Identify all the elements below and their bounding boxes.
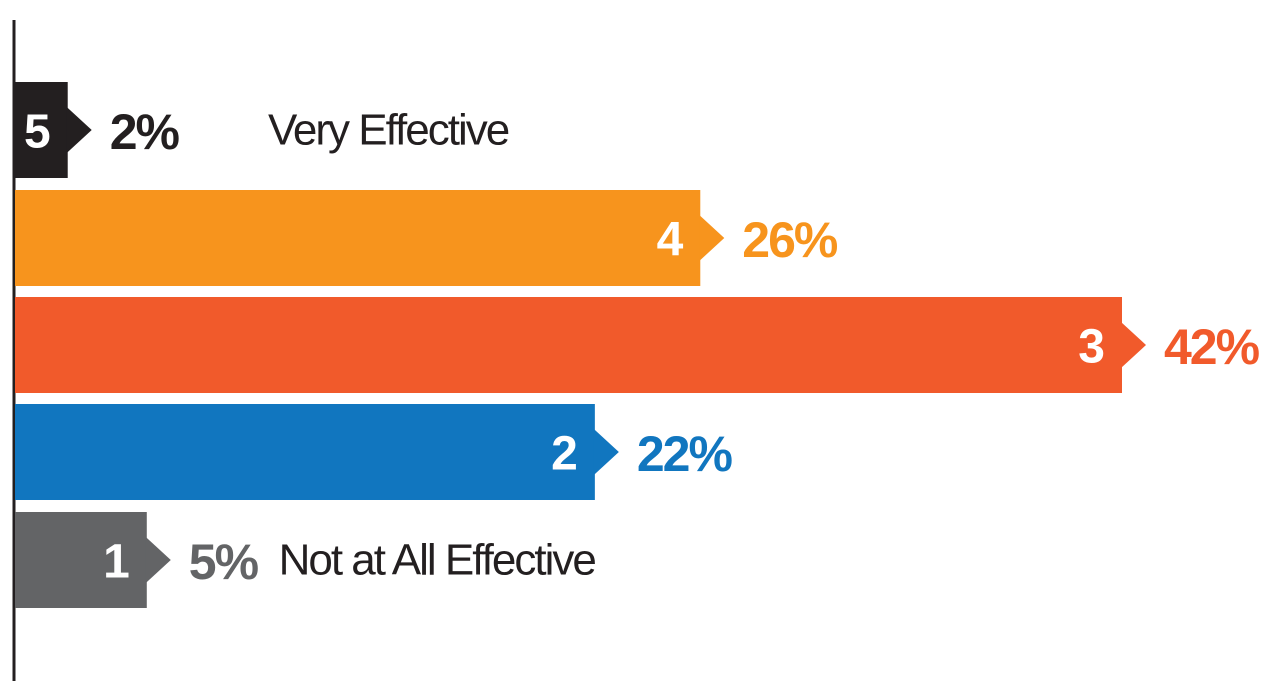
value-label: 26%	[742, 212, 838, 268]
bar-arrow	[1121, 322, 1146, 368]
annotation: Not at All Effective	[279, 536, 596, 585]
bar-arrow	[66, 107, 92, 153]
bar	[15, 404, 595, 500]
category-label: 2	[551, 428, 577, 481]
category-label: 4	[657, 214, 684, 267]
value-label: 42%	[1164, 319, 1260, 375]
bar	[15, 82, 68, 178]
category-label: 5	[24, 106, 50, 159]
category-label: 1	[103, 536, 129, 589]
bar-arrow	[699, 215, 725, 261]
value-label: 5%	[189, 534, 259, 590]
bar	[15, 190, 701, 286]
category-label: 3	[1078, 321, 1104, 374]
value-label: 2%	[110, 104, 180, 160]
value-label: 22%	[637, 426, 733, 482]
bar	[15, 512, 147, 608]
bar-arrow	[145, 537, 171, 583]
bar	[15, 297, 1122, 393]
annotation: Very Effective	[268, 106, 509, 155]
bar-arrow	[593, 429, 619, 475]
